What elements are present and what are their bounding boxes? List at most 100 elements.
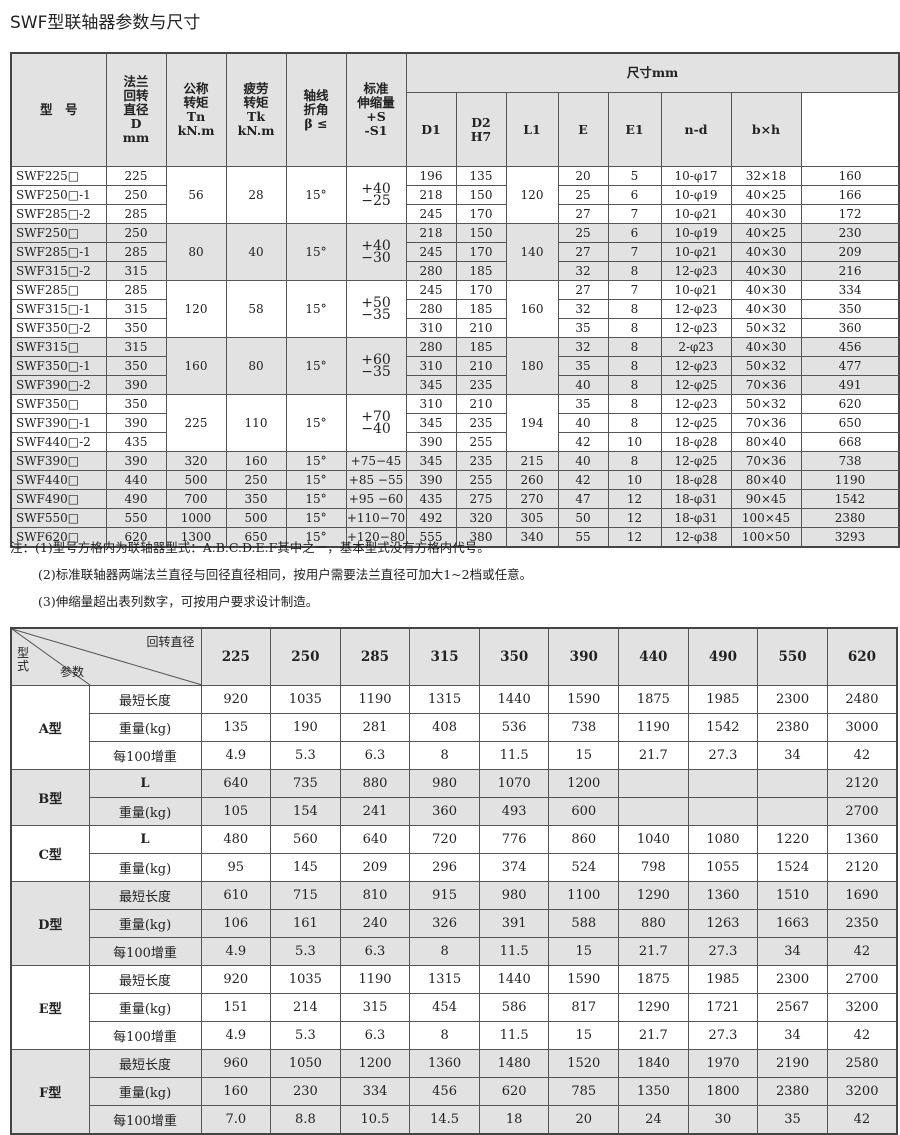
value-cell: 5.3 (270, 741, 341, 770)
f-weight-cell: 216 (800, 261, 900, 281)
value-cell: 21.7 (618, 937, 689, 966)
l1-cell: 215 (505, 451, 559, 471)
e1-cell: 12 (607, 508, 662, 528)
header-fatigue-torque-line: 转矩 (243, 95, 269, 110)
value-cell: 920 (200, 965, 272, 994)
value-cell: 240 (339, 909, 411, 938)
value-cell: 1970 (687, 1049, 759, 1078)
value-cell: 493 (478, 797, 550, 826)
value-cell: 2300 (757, 685, 828, 714)
param-cell: 重量(kg) (88, 993, 202, 1022)
n-d-cell: 18-φ31 (660, 489, 732, 509)
value-cell: 6.3 (339, 1021, 411, 1050)
model-cell: SWF250□-1 (10, 185, 107, 205)
value-cell: 480 (200, 825, 272, 854)
b-h-cell: 100×45 (730, 508, 802, 528)
flange-diameter-cell: 550 (105, 508, 167, 528)
f-weight-cell: 668 (800, 432, 900, 452)
fatigue-torque-cell: 500 (225, 508, 287, 528)
param-cell: 重量(kg) (88, 853, 202, 882)
value-cell: 1875 (618, 685, 689, 714)
flange-diameter-cell: 620 (105, 527, 167, 548)
e1-cell: 10 (607, 432, 662, 452)
e1-cell: 6 (607, 223, 662, 243)
telescopic-cell: +95 −60 (345, 489, 407, 509)
value-cell: 560 (270, 825, 341, 854)
model-cell: SWF285□-2 (10, 204, 107, 224)
d1-cell: 492 (405, 508, 457, 528)
n-d-cell: 12-φ23 (660, 394, 732, 414)
value-cell: 456 (409, 1077, 480, 1106)
d2-cell: 275 (455, 489, 507, 509)
value-cell: 5.3 (270, 1021, 341, 1050)
diagonal-lines (12, 629, 200, 685)
value-cell: 2580 (826, 1049, 898, 1078)
table-row: 重量(kg) 151 214 315 454 586 817 1290 1721 2567 3200 (11, 993, 898, 1022)
value-cell: 1440 (478, 685, 550, 714)
e1-cell: 10 (607, 470, 662, 490)
value-cell: 1440 (478, 965, 550, 994)
d1-cell: 310 (405, 318, 457, 338)
d1-cell: 196 (405, 166, 457, 186)
header-flange-diameter-line: 直径 (123, 102, 149, 117)
d1-cell: 435 (405, 489, 457, 509)
value-cell: 2350 (826, 909, 898, 938)
l1-cell: 305 (505, 508, 559, 528)
value-cell: 1800 (687, 1077, 759, 1106)
e1-cell: 8 (607, 337, 662, 357)
value-cell: 880 (339, 769, 411, 798)
b-h-cell: 40×25 (730, 185, 802, 205)
table-row: 重量(kg) 105 154 241 360 493 600 2700 (11, 797, 898, 826)
b-h-cell: 40×30 (730, 337, 802, 357)
n-d-cell: 18-φ28 (660, 470, 732, 490)
value-cell: 18 (478, 1105, 550, 1135)
value-cell: 21.7 (618, 1021, 689, 1050)
header-telescopic: 标准 伸缩量 +S -S1 (345, 52, 407, 167)
table-row: SWF350□-1 350 310 210 35 8 12-φ23 50×32 477 (10, 356, 900, 376)
fatigue-torque-cell: 80 (225, 337, 287, 395)
axis-angle-cell: 15° (285, 337, 347, 395)
value-cell: 810 (339, 881, 411, 910)
value-cell: 34 (757, 741, 828, 770)
flange-diameter-cell: 440 (105, 470, 167, 490)
value-cell: 880 (618, 909, 689, 938)
d1-cell: 245 (405, 204, 457, 224)
model-cell: SWF490□ (10, 489, 107, 509)
value-cell: 1875 (618, 965, 689, 994)
header-nominal-torque-line: 转矩 (183, 95, 209, 110)
flange-diameter-cell: 285 (105, 204, 167, 224)
n-d-cell: 12-φ23 (660, 261, 732, 281)
param-cell: 最短长度 (88, 881, 202, 910)
f-weight-cell: 491 (800, 375, 900, 395)
value-cell: 360 (409, 797, 480, 826)
d2-cell: 210 (455, 394, 507, 414)
e1-cell: 6 (607, 185, 662, 205)
e-cell: 35 (557, 394, 609, 414)
value-cell: 34 (757, 937, 828, 966)
nominal-torque-cell: 1000 (165, 508, 227, 528)
model-cell: SWF390□ (10, 451, 107, 471)
s-minus: −25 (361, 193, 391, 209)
flange-diameter-cell: 315 (105, 299, 167, 319)
e-cell: 27 (557, 242, 609, 262)
value-cell: 42 (826, 1021, 898, 1050)
value-cell: 154 (270, 797, 341, 826)
table-row: D型 最短长度 610 715 810 915 980 1100 1290 1360 1510 169… (10, 881, 898, 966)
telescopic-cell: +50 −35 (345, 280, 407, 338)
table-row: SWF315□ 315 160 80 15° +60 −35 280 185 180 32 8 2-φ2… (10, 337, 900, 395)
value-cell: 105 (200, 797, 272, 826)
header-flange-diameter-line: 法兰 (123, 74, 149, 89)
b-h-cell: 80×40 (730, 432, 802, 452)
d1-cell: 390 (405, 470, 457, 490)
value-cell: 1055 (687, 853, 759, 882)
value-cell: 860 (548, 825, 620, 854)
table-row: SWF225□ 225 56 28 15° +40 −25 196 135 120 20 5 10-φ1… (10, 166, 900, 224)
b-h-cell: 50×32 (730, 394, 802, 414)
e-cell: 55 (557, 527, 609, 548)
f-weight-cell: 738 (800, 451, 900, 471)
value-cell: 8 (409, 741, 480, 770)
header-e: E (557, 92, 609, 167)
value-cell: 4.9 (200, 1021, 272, 1050)
flange-diameter-cell: 285 (105, 242, 167, 262)
value-cell: 15 (548, 937, 620, 966)
